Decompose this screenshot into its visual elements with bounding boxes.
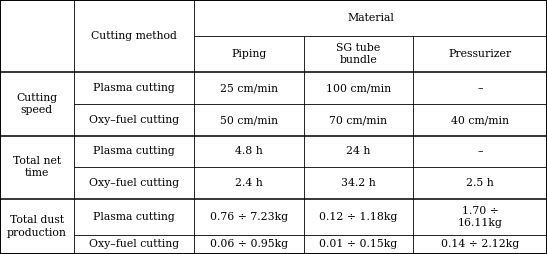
Text: Plasma cutting: Plasma cutting bbox=[93, 83, 175, 93]
Text: Plasma cutting: Plasma cutting bbox=[93, 146, 175, 156]
Text: 0.76 ÷ 7.23kg: 0.76 ÷ 7.23kg bbox=[210, 212, 288, 222]
Text: Oxy–fuel cutting: Oxy–fuel cutting bbox=[89, 115, 179, 125]
Text: 100 cm/min: 100 cm/min bbox=[325, 83, 391, 93]
Text: SG tube
bundle: SG tube bundle bbox=[336, 43, 380, 66]
Text: Cutting
speed: Cutting speed bbox=[16, 93, 57, 115]
Text: Material: Material bbox=[347, 13, 394, 23]
Text: 0.06 ÷ 0.95kg: 0.06 ÷ 0.95kg bbox=[210, 240, 288, 249]
Text: Plasma cutting: Plasma cutting bbox=[93, 212, 175, 222]
Text: 4.8 h: 4.8 h bbox=[235, 146, 263, 156]
Text: Piping: Piping bbox=[231, 49, 266, 59]
Text: 25 cm/min: 25 cm/min bbox=[220, 83, 278, 93]
Text: Total dust
production: Total dust production bbox=[7, 215, 67, 237]
Text: 2.5 h: 2.5 h bbox=[466, 178, 494, 188]
Text: –: – bbox=[477, 146, 483, 156]
Text: –: – bbox=[477, 83, 483, 93]
Text: 34.2 h: 34.2 h bbox=[341, 178, 376, 188]
Text: 40 cm/min: 40 cm/min bbox=[451, 115, 509, 125]
Text: 1.70 ÷
16.11kg: 1.70 ÷ 16.11kg bbox=[457, 205, 503, 228]
Text: 50 cm/min: 50 cm/min bbox=[220, 115, 278, 125]
Text: 0.12 ÷ 1.18kg: 0.12 ÷ 1.18kg bbox=[319, 212, 398, 222]
Text: Oxy–fuel cutting: Oxy–fuel cutting bbox=[89, 240, 179, 249]
Text: Cutting method: Cutting method bbox=[91, 31, 177, 41]
Text: 0.14 ÷ 2.12kg: 0.14 ÷ 2.12kg bbox=[441, 240, 519, 249]
Text: Pressurizer: Pressurizer bbox=[449, 49, 511, 59]
Text: 2.4 h: 2.4 h bbox=[235, 178, 263, 188]
Text: Oxy–fuel cutting: Oxy–fuel cutting bbox=[89, 178, 179, 188]
Text: Total net
time: Total net time bbox=[13, 156, 61, 179]
Text: 0.01 ÷ 0.15kg: 0.01 ÷ 0.15kg bbox=[319, 240, 398, 249]
Text: 70 cm/min: 70 cm/min bbox=[329, 115, 387, 125]
Text: 24 h: 24 h bbox=[346, 146, 370, 156]
